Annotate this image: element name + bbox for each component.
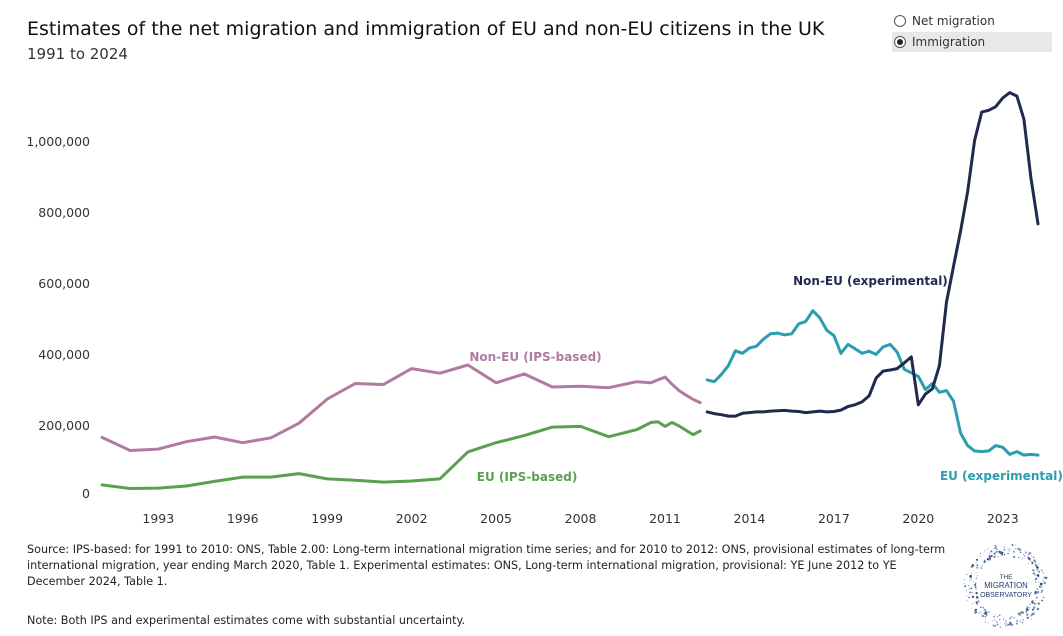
y-tick-label: 200,000 — [38, 418, 90, 433]
series-label-1: EU (IPS-based) — [477, 470, 578, 484]
y-tick-label: 0 — [82, 486, 90, 501]
immigration-label: Immigration — [912, 35, 986, 49]
logo-text-1: THE — [1000, 574, 1014, 581]
x-tick-label: 2023 — [987, 511, 1019, 526]
x-tick-label: 1999 — [311, 511, 343, 526]
y-tick-label: 1,000,000 — [26, 134, 90, 149]
net-migration-radio-option[interactable]: Net migration — [892, 11, 1052, 31]
logo-dot-ring — [963, 543, 1048, 628]
logo-text-3: OBSERVATORY — [980, 592, 1032, 599]
radio-unchecked-icon[interactable] — [894, 15, 906, 27]
x-tick-label: 2008 — [565, 511, 597, 526]
series-line-3[interactable] — [705, 91, 1040, 418]
x-tick-label: 1993 — [142, 511, 174, 526]
y-tick-label: 800,000 — [38, 205, 90, 220]
net-migration-label: Net migration — [912, 14, 995, 28]
migration-observatory-logo: THE MIGRATION OBSERVATORY — [963, 543, 1048, 628]
series-label-2: Non-EU (experimental) — [793, 274, 948, 288]
series-label-3: EU (experimental) — [940, 469, 1063, 483]
x-tick-label: 2014 — [734, 511, 766, 526]
series-label-0: Non-EU (IPS-based) — [469, 350, 601, 364]
series-line-1[interactable] — [100, 420, 702, 490]
immigration-radio-option[interactable]: Immigration — [892, 32, 1052, 52]
x-tick-label: 2002 — [396, 511, 428, 526]
radio-checked-icon[interactable] — [894, 36, 906, 48]
x-tick-label: 2005 — [480, 511, 512, 526]
source-note: Source: IPS-based: for 1991 to 2010: ONS… — [27, 543, 946, 588]
series-line-2[interactable] — [705, 309, 1040, 457]
series-line-0[interactable] — [100, 363, 702, 452]
y-tick-label: 400,000 — [38, 347, 90, 362]
chart-subtitle: 1991 to 2024 — [27, 45, 128, 63]
y-tick-label: 600,000 — [38, 276, 90, 291]
logo-text-2: MIGRATION — [984, 581, 1028, 590]
x-tick-label: 2017 — [818, 511, 850, 526]
uncertainty-note: Note: Both IPS and experimental estimate… — [27, 614, 466, 627]
chart-title: Estimates of the net migration and immig… — [27, 18, 825, 40]
x-tick-label: 2020 — [902, 511, 934, 526]
x-tick-label: 2011 — [649, 511, 681, 526]
x-tick-label: 1996 — [227, 511, 259, 526]
